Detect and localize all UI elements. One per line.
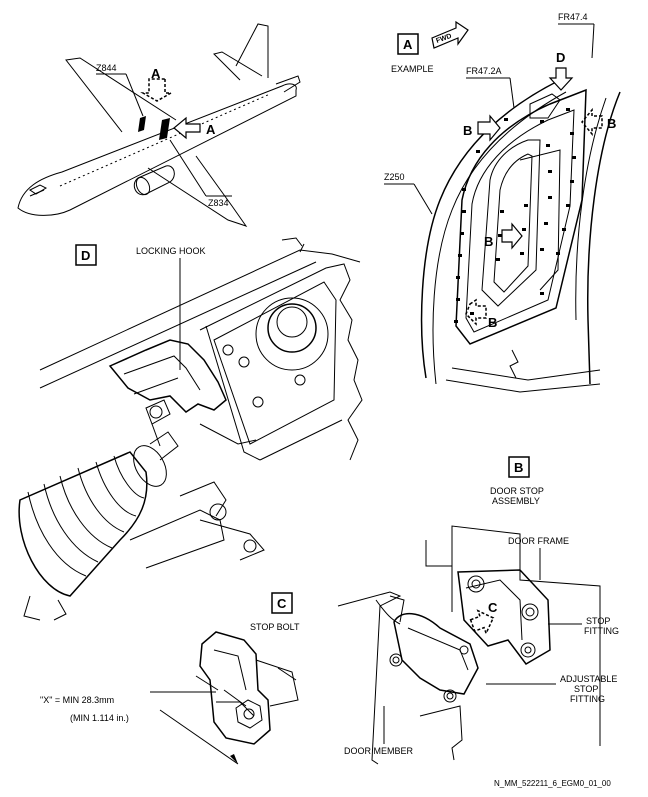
dimension-x-value: "X" = MIN 28.3mm (40, 695, 114, 705)
zone-label-upper: Z844 (96, 63, 117, 73)
view-b-caption-line2: ASSEMBLY (492, 496, 540, 506)
frame-label-aft: FR47.4 (558, 12, 588, 22)
view-c-letter: C (277, 596, 287, 611)
view-b-caption-line1: DOOR STOP (490, 486, 544, 496)
dimension-x-inches: (MIN 1.114 in.) (70, 713, 129, 723)
view-b-callout-right: B (607, 116, 616, 131)
view-d-callout: D (556, 50, 565, 65)
door-marker-upper (138, 116, 146, 132)
view-b-arrow-left-icon[interactable] (477, 114, 501, 142)
stop-fitting-label-line2: FITTING (584, 626, 619, 636)
view-c-callout: C (488, 600, 498, 615)
view-b-letter-box (508, 456, 530, 478)
view-c-letter-box (271, 592, 293, 614)
view-a-solid-callout: A (206, 122, 216, 137)
view-a-letter: A (403, 37, 413, 52)
view-d-letter: D (81, 248, 90, 263)
view-b-letter: B (514, 460, 523, 475)
view-a-dashed-callout: A (151, 66, 161, 81)
view-d-arrow-icon[interactable] (548, 67, 574, 91)
view-b-door-stop-assembly: B DOOR STOP ASSEMBLY DOOR FRAME STOP FIT… (337, 456, 619, 765)
door-marker-lower (159, 118, 170, 140)
view-b-callout-lower: B (488, 315, 497, 330)
adjustable-label-line2: STOP (574, 684, 598, 694)
door-frame-label: DOOR FRAME (508, 536, 569, 546)
zone-label-z250: Z250 (384, 172, 405, 182)
view-a-door-opening: A EXAMPLE FWD FR47.4 FR47.2A (384, 12, 621, 393)
adjustable-label-line1: ADJUSTABLE (560, 674, 617, 684)
aircraft-overview: Z844 Z834 A A (17, 23, 301, 227)
stop-fitting-label-line1: STOP (586, 616, 610, 626)
figure-identifier: N_MM_522211_6_EGM0_01_00 (494, 779, 611, 788)
adjustable-label-line3: FITTING (570, 694, 605, 704)
door-member-label: DOOR MEMBER (344, 746, 414, 756)
locking-hook-label: LOCKING HOOK (136, 246, 206, 256)
view-d-letter-box (75, 244, 97, 266)
view-a-caption: EXAMPLE (391, 64, 434, 74)
frame-label-fwd: FR47.2A (466, 66, 502, 76)
view-a-letter-box (397, 33, 419, 55)
view-b-callout-left: B (463, 123, 472, 138)
view-c-caption: STOP BOLT (250, 622, 300, 632)
view-b-callout-inner: B (484, 234, 493, 249)
view-d-locking-hook: D LOCKING HOOK (18, 237, 363, 621)
view-c-stop-bolt: C STOP BOLT "X" = MIN 28.3mm (MIN 1.114 … (40, 592, 300, 765)
forward-arrow-icon (431, 20, 469, 49)
view-b-arrow-inner-icon[interactable] (501, 222, 523, 250)
zone-label-lower: Z834 (208, 198, 229, 208)
